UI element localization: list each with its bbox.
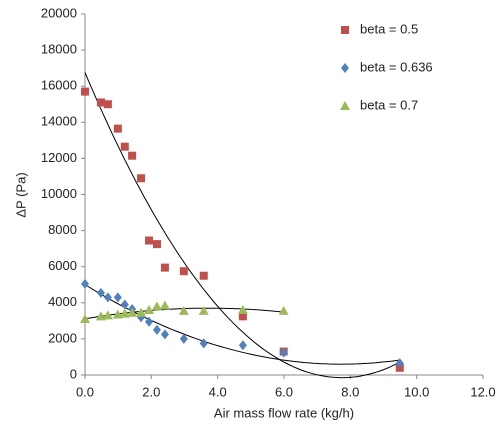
point: [112, 309, 123, 319]
point: [179, 267, 188, 276]
point: [113, 124, 122, 133]
point: [120, 299, 129, 310]
y-tick-label: 12000: [41, 150, 77, 165]
point: [96, 98, 105, 107]
point: [179, 333, 188, 344]
point: [160, 329, 169, 340]
point: [96, 287, 105, 298]
x-tick-label: 8.0: [341, 384, 359, 399]
point: [237, 305, 248, 315]
point: [395, 358, 404, 369]
point: [145, 316, 154, 327]
point: [160, 263, 169, 272]
point: [95, 311, 106, 321]
point: [103, 100, 112, 109]
legend-marker: [341, 63, 349, 73]
legend-label: beta = 0.7: [360, 97, 418, 112]
point: [145, 236, 154, 245]
y-tick-label: 0: [70, 366, 77, 381]
point: [144, 305, 155, 315]
point: [152, 240, 161, 249]
trendline: [84, 72, 401, 379]
point: [120, 142, 129, 151]
x-tick-label: 6.0: [275, 384, 293, 399]
trendline: [84, 284, 400, 365]
point: [199, 271, 208, 280]
y-tick-label: 14000: [41, 114, 77, 129]
point: [127, 307, 138, 317]
point: [113, 292, 122, 303]
y-axis-title: ΔP (Pa): [13, 172, 28, 217]
legend-marker: [340, 101, 350, 110]
point: [136, 307, 147, 317]
point: [238, 340, 247, 351]
point: [159, 300, 170, 310]
y-tick-label: 6000: [48, 258, 77, 273]
point: [81, 278, 89, 289]
point: [279, 347, 288, 358]
x-tick-label: 2.0: [142, 384, 160, 399]
y-tick-label: 18000: [41, 42, 77, 57]
point: [199, 338, 208, 349]
legend-marker: [341, 26, 349, 34]
x-tick-label: 0.0: [76, 384, 94, 399]
point: [102, 310, 113, 320]
y-tick-label: 16000: [41, 78, 77, 93]
point: [278, 305, 289, 315]
y-tick-label: 4000: [48, 294, 77, 309]
point: [178, 305, 189, 315]
x-axis-title: Air mass flow rate (kg/h): [214, 405, 354, 420]
point: [151, 301, 162, 311]
legend-label: beta = 0.636: [360, 59, 433, 74]
x-tick-label: 12.0: [470, 384, 495, 399]
point: [119, 308, 130, 318]
point: [198, 305, 209, 315]
y-tick-label: 2000: [48, 330, 77, 345]
point: [80, 314, 90, 324]
point: [103, 292, 112, 303]
y-tick-label: 20000: [41, 5, 77, 20]
legend-label: beta = 0.5: [360, 21, 418, 36]
point: [137, 174, 146, 183]
point: [152, 324, 161, 335]
x-tick-label: 10.0: [404, 384, 429, 399]
y-tick-label: 10000: [41, 186, 77, 201]
point: [128, 151, 137, 160]
y-tick-label: 8000: [48, 222, 77, 237]
x-tick-label: 4.0: [209, 384, 227, 399]
point: [238, 312, 247, 321]
point: [81, 87, 89, 96]
